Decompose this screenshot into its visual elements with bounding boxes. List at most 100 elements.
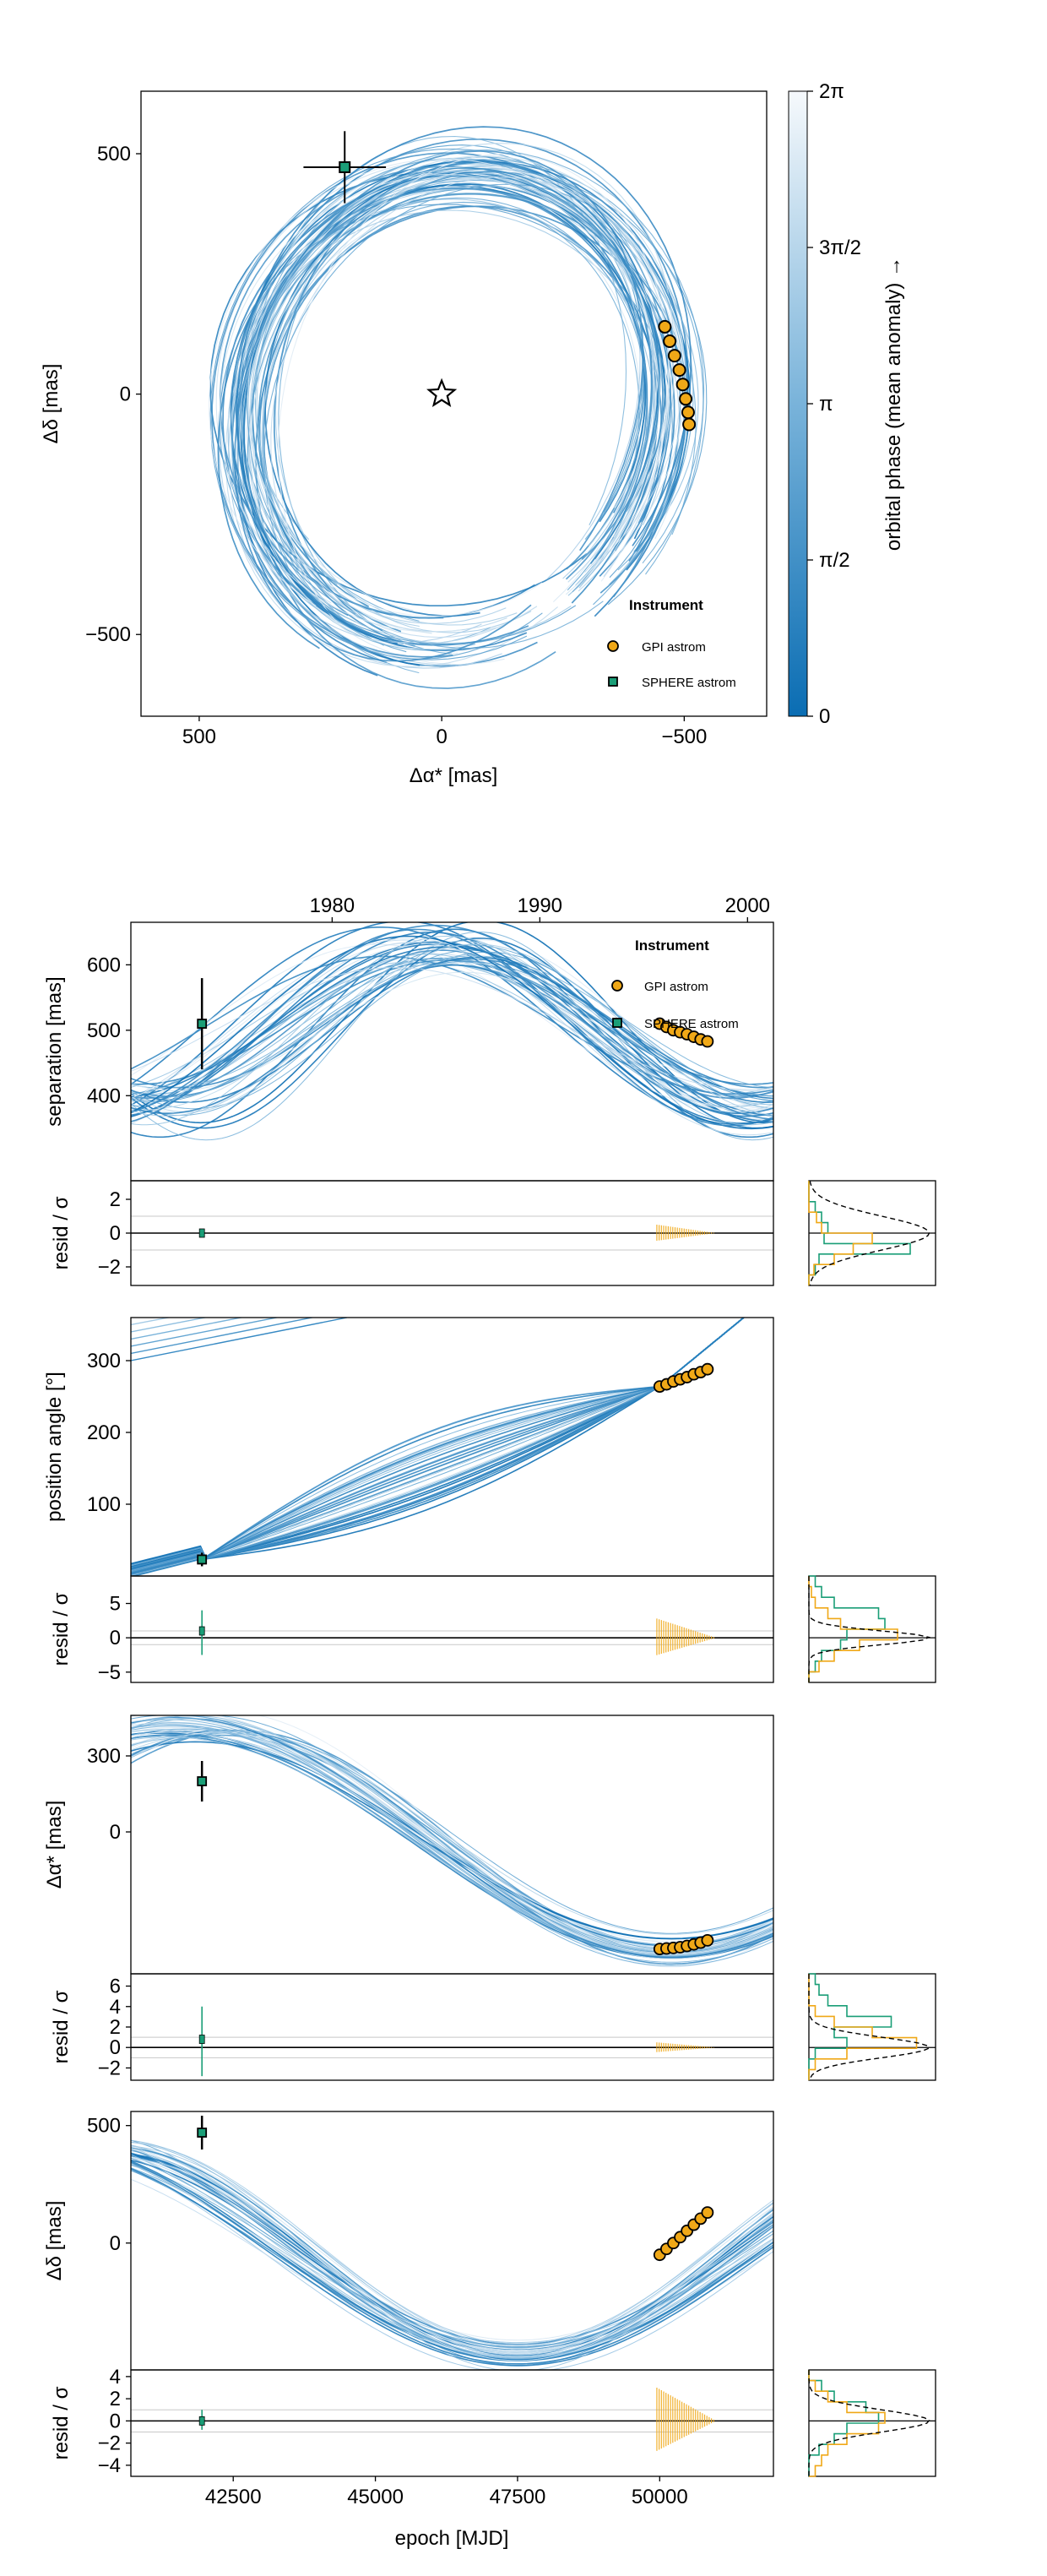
separation-legend-gpi-marker (611, 980, 623, 992)
gpi-point (679, 392, 693, 406)
orbit-line (131, 931, 773, 1117)
gpi-histogram (808, 1181, 873, 1285)
year-tick-label: 2000 (725, 894, 770, 917)
delta-dec-panel: 500 0 Δδ [mas] (43, 2111, 774, 2371)
orbit-line (131, 2167, 773, 2370)
orbit-line (131, 2139, 773, 2349)
orbit-line (133, 1318, 745, 1576)
orbit-line (131, 1718, 773, 1953)
y-tick-label: 2 (110, 2388, 121, 2410)
orbit-line (131, 1318, 315, 1355)
sphere-point (197, 2128, 208, 2138)
y-tick-label: 300 (87, 1745, 121, 1768)
y-tick-label: 6 (110, 1975, 121, 1998)
histogram-frame (808, 1575, 936, 1683)
year-axis-ticks: 1980 1990 2000 (310, 894, 770, 922)
orbit-line (131, 1729, 773, 1953)
x-tick-label: 0 (436, 726, 447, 748)
gpi-point (672, 363, 686, 378)
delta-dec-residual-points (131, 2388, 773, 2451)
orbit-line (250, 169, 670, 650)
orbit-line (131, 2156, 773, 2358)
sphere-point (197, 1776, 208, 1786)
gaussian-curve (808, 1974, 930, 2081)
epoch-axis-ticks: 42500 45000 47500 50000 (205, 2476, 688, 2508)
orbit-line (131, 1318, 746, 1576)
orbit-line (131, 1716, 773, 1959)
y-tick-label: 400 (87, 1084, 121, 1107)
delta-dec-residual-ticks: 420−2−4 (98, 2366, 131, 2477)
y-tick-label: 300 (87, 1350, 121, 1372)
star-marker (426, 378, 458, 408)
gaussian-curve (808, 1576, 931, 1682)
orbit-line (131, 1736, 773, 1957)
year-tick-label: 1990 (518, 894, 562, 917)
delta-ra-residual-points (131, 2006, 773, 2077)
y-tick-label: −2 (98, 2057, 121, 2079)
epoch-tick-label: 42500 (205, 2486, 262, 2508)
delta-ra-ticks: 0 300 (87, 1745, 131, 1844)
colorbar-tick-label: π (819, 393, 833, 416)
sphere-point (197, 1019, 208, 1029)
position-angle-residual-points (131, 1610, 773, 1655)
orbit-line (219, 204, 673, 645)
y-tick-label: 5 (110, 1593, 121, 1616)
gpi-point (701, 2206, 714, 2220)
sphere-histogram (808, 1973, 892, 2080)
y-tick-label: 100 (87, 1493, 121, 1516)
orbit-line (131, 2153, 773, 2361)
colorbar-tick-label: 3π/2 (819, 236, 861, 259)
orbit-line (131, 1732, 773, 1940)
orbit-line (131, 2158, 773, 2356)
orbit-line (131, 1318, 745, 1575)
orbit-line (131, 967, 773, 1090)
orbit-line (131, 935, 773, 1126)
orbit-line (131, 1725, 773, 1968)
orbit-line (131, 2160, 773, 2361)
delta-dec-ylabel: Δδ [mas] (43, 2201, 66, 2281)
y-tick-label: 0 (110, 2410, 121, 2432)
y-tick-label: 500 (87, 2115, 121, 2138)
sphere-residual-point (198, 1228, 205, 1238)
orbit-line (131, 954, 773, 1108)
orbit-line (236, 187, 648, 617)
orbit-line (247, 149, 705, 649)
orbit-line (131, 1715, 773, 1948)
orbit-line (131, 1318, 745, 1576)
orbit-line (131, 924, 773, 1120)
orbit-line (131, 1731, 773, 1942)
y-tick-label: −2 (98, 2432, 121, 2455)
position-angle-data-points (197, 1362, 714, 1567)
orbit-line (131, 937, 773, 1111)
orbit-line (131, 1721, 773, 1948)
y-tick-label: 0 (110, 1821, 121, 1844)
orbit-line (131, 1318, 171, 1326)
orbit-line (209, 158, 667, 606)
position-angle-residual-frame (130, 1575, 774, 1683)
colorbar-label: orbital phase (mean anomaly) → (882, 257, 905, 551)
orbit-line (131, 2145, 773, 2345)
orbit-line (131, 922, 773, 1124)
sky-ylabel: Δδ [mas] (40, 364, 62, 444)
orbit-line (131, 2169, 773, 2357)
separation-residual-points (131, 1215, 773, 1251)
orbit-line (131, 935, 773, 1130)
orbit-line (220, 173, 660, 633)
orbit-line (273, 161, 654, 632)
delta-ra-data-points (197, 1761, 714, 1956)
epoch-tick-label: 50000 (632, 2486, 688, 2508)
orbit-line (131, 2148, 773, 2353)
separation-data-points (197, 978, 714, 1070)
gpi-point (667, 349, 681, 363)
sphere-residual-point (198, 1626, 205, 1636)
y-tick-label: 0 (110, 1627, 121, 1649)
orbit-line (131, 1318, 746, 1576)
gaussian-curve (808, 2370, 930, 2476)
position-angle-residual-ticks: 5 0 −5 (98, 1593, 131, 1684)
y-tick-label: 0 (110, 2232, 121, 2255)
y-tick-label: 200 (87, 1421, 121, 1444)
gpi-point (701, 1035, 714, 1048)
